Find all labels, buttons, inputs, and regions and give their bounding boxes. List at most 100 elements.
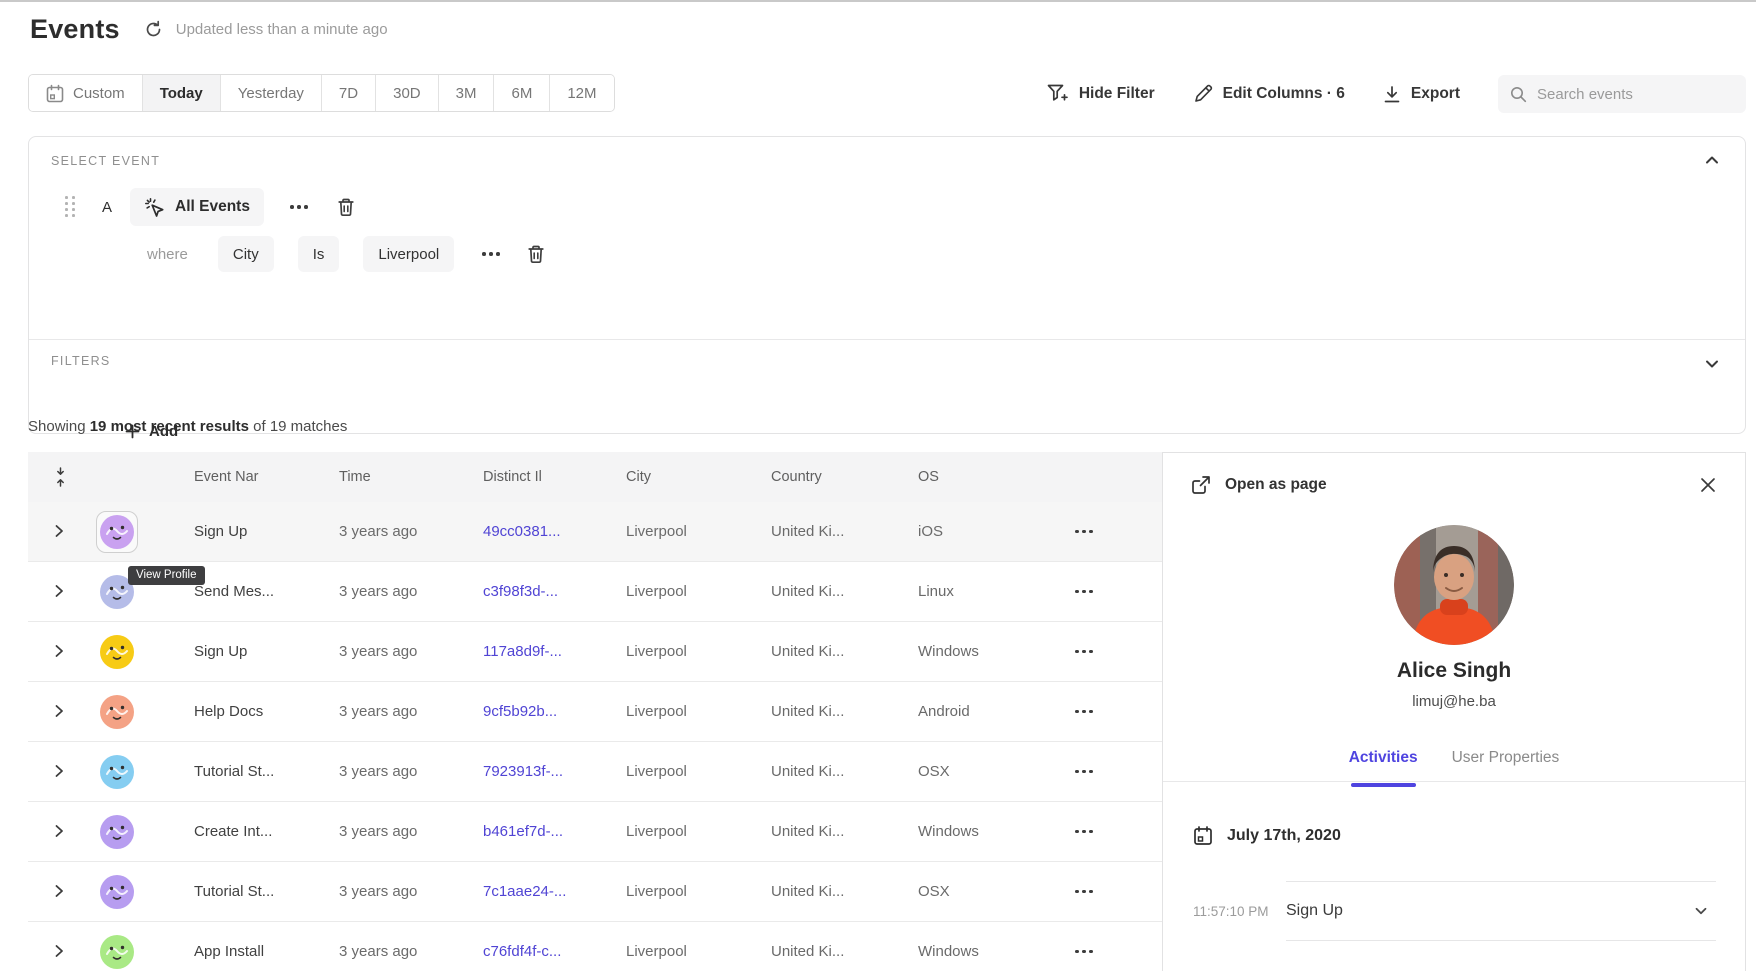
user-avatar[interactable] [96, 691, 138, 733]
expand-row-chevron-icon[interactable] [51, 703, 69, 721]
user-avatar[interactable] [96, 571, 138, 613]
operator-chip[interactable]: Is [297, 236, 340, 272]
row-more-icon[interactable] [1075, 829, 1162, 834]
collapse-section-chevron-up-icon[interactable] [1703, 151, 1721, 169]
user-avatar[interactable] [96, 510, 138, 553]
user-avatar[interactable] [96, 871, 138, 913]
event-name-cell: Help Docs [194, 703, 264, 720]
row-more-icon[interactable] [1075, 709, 1162, 714]
event-selector-button[interactable]: All Events [130, 188, 264, 226]
city-cell: Liverpool [626, 883, 687, 900]
search-events-box[interactable] [1498, 75, 1746, 113]
column-header[interactable]: City [626, 469, 651, 485]
event-name-cell: App Install [194, 943, 265, 960]
time-cell: 3 years ago [339, 703, 418, 720]
expand-row-chevron-icon[interactable] [51, 763, 69, 781]
user-avatar[interactable] [96, 631, 138, 673]
distinct-id-link[interactable]: 9cf5b92b... [483, 703, 558, 720]
page-title: Events [30, 14, 120, 44]
expand-row-chevron-icon[interactable] [51, 823, 69, 841]
tab-user-properties[interactable]: User Properties [1451, 749, 1560, 766]
distinct-id-link[interactable]: c76fdf4f-c... [483, 943, 562, 960]
distinct-id-link[interactable]: 7923913f-... [483, 763, 564, 780]
table-row[interactable]: Send Mes... 3 years ago c3f98f3d-... Liverp… [28, 562, 1162, 622]
row-more-icon[interactable] [1075, 649, 1162, 654]
column-header[interactable]: Time [339, 469, 371, 485]
open-as-page-label: Open as page [1225, 476, 1327, 493]
where-filter-row: where City Is Liverpool [147, 235, 546, 273]
expand-row-chevron-icon[interactable] [51, 883, 69, 901]
date-tab-today[interactable]: Today [142, 75, 221, 111]
property-chip[interactable]: City [217, 236, 274, 272]
row-more-icon[interactable] [1075, 589, 1162, 594]
filter-plus-icon [1047, 84, 1069, 104]
row-more-icon[interactable] [1075, 529, 1162, 534]
column-header[interactable]: OS [918, 469, 939, 485]
expand-row-chevron-icon[interactable] [51, 943, 69, 961]
where-trash-icon[interactable] [526, 244, 546, 265]
distinct-id-link[interactable]: 49cc0381... [483, 523, 561, 540]
open-as-page-button[interactable]: Open as page [1191, 475, 1327, 495]
distinct-id-link[interactable]: 117a8d9f-... [483, 643, 562, 660]
date-tab-30d[interactable]: 30D [376, 75, 439, 111]
event-clause-more-icon[interactable] [289, 205, 308, 209]
distinct-id-link[interactable]: c3f98f3d-... [483, 583, 559, 600]
query-builder-card: SELECT EVENT A All Events where City Is … [28, 136, 1746, 440]
value-chip[interactable]: Liverpool [363, 236, 455, 272]
column-header[interactable]: Event Nar [194, 469, 259, 485]
date-tab-custom[interactable]: Custom [29, 75, 143, 111]
date-tab-yesterday[interactable]: Yesterday [220, 75, 322, 111]
date-tab-label: 30D [393, 84, 421, 102]
activity-row[interactable]: Sign Up [1286, 881, 1716, 941]
distinct-id-link[interactable]: b461ef7d-... [483, 823, 564, 840]
export-button[interactable]: Export [1383, 85, 1460, 104]
date-tab-12m[interactable]: 12M [550, 75, 614, 111]
event-clause-trash-icon[interactable] [336, 197, 356, 218]
add-clause-button[interactable]: Add [125, 423, 178, 440]
table-row[interactable]: App Install 3 years ago c76fdf4f-c... Liver… [28, 922, 1162, 971]
os-cell: OSX [918, 883, 950, 900]
table-row[interactable]: Create Int... 3 years ago b461ef7d-... Live… [28, 802, 1162, 862]
expand-row-chevron-icon[interactable] [51, 583, 69, 601]
tab-activities[interactable]: Activities [1349, 749, 1418, 787]
row-more-icon[interactable] [1075, 949, 1162, 954]
expand-row-chevron-icon[interactable] [51, 643, 69, 661]
table-row[interactable]: Tutorial St... 3 years ago 7c1aae24-... Liv… [28, 862, 1162, 922]
table-row[interactable]: Help Docs 3 years ago 9cf5b92b... Liverpool… [28, 682, 1162, 742]
calendar-icon [1193, 825, 1213, 846]
table-row[interactable]: Sign Up 3 years ago 49cc0381... Liverpool Un… [28, 502, 1162, 562]
expand-row-chevron-icon[interactable] [51, 523, 69, 541]
user-avatar[interactable] [96, 811, 138, 853]
row-more-icon[interactable] [1075, 769, 1162, 774]
user-avatar[interactable] [96, 751, 138, 793]
row-more-icon[interactable] [1075, 889, 1162, 894]
hide-filter-button[interactable]: Hide Filter [1047, 84, 1155, 104]
activity-chevron-down-icon [1692, 902, 1710, 920]
results-prefix: Showing [28, 418, 90, 435]
country-cell: United Ki... [771, 883, 845, 900]
country-cell: United Ki... [771, 823, 845, 840]
date-tab-7d[interactable]: 7D [321, 75, 377, 111]
date-tab-label: 6M [511, 84, 533, 102]
table-row[interactable]: Tutorial St... 3 years ago 7923913f-... Liv… [28, 742, 1162, 802]
tabs-divider [1163, 781, 1745, 782]
date-tab-6m[interactable]: 6M [494, 75, 551, 111]
date-tab-3m[interactable]: 3M [438, 75, 495, 111]
search-input[interactable] [1537, 85, 1727, 103]
distinct-id-link[interactable]: 7c1aae24-... [483, 883, 567, 900]
country-cell: United Ki... [771, 763, 845, 780]
close-icon[interactable] [1699, 476, 1717, 494]
collapse-rows-icon[interactable] [28, 467, 92, 487]
where-label: where [147, 245, 188, 263]
column-header[interactable]: Distinct Il [483, 469, 542, 485]
column-header[interactable]: Country [771, 469, 822, 485]
updated-status: Updated less than a minute ago [175, 21, 388, 38]
drag-handle-icon[interactable] [65, 196, 76, 218]
where-more-icon[interactable] [482, 252, 501, 256]
refresh-icon[interactable] [144, 20, 164, 40]
table-row[interactable]: Sign Up 3 years ago 117a8d9f-... Liverpool U… [28, 622, 1162, 682]
user-avatar[interactable] [96, 931, 138, 971]
edit-columns-button[interactable]: Edit Columns · 6 [1193, 84, 1345, 104]
filters-chevron-down-icon[interactable] [1703, 355, 1721, 373]
